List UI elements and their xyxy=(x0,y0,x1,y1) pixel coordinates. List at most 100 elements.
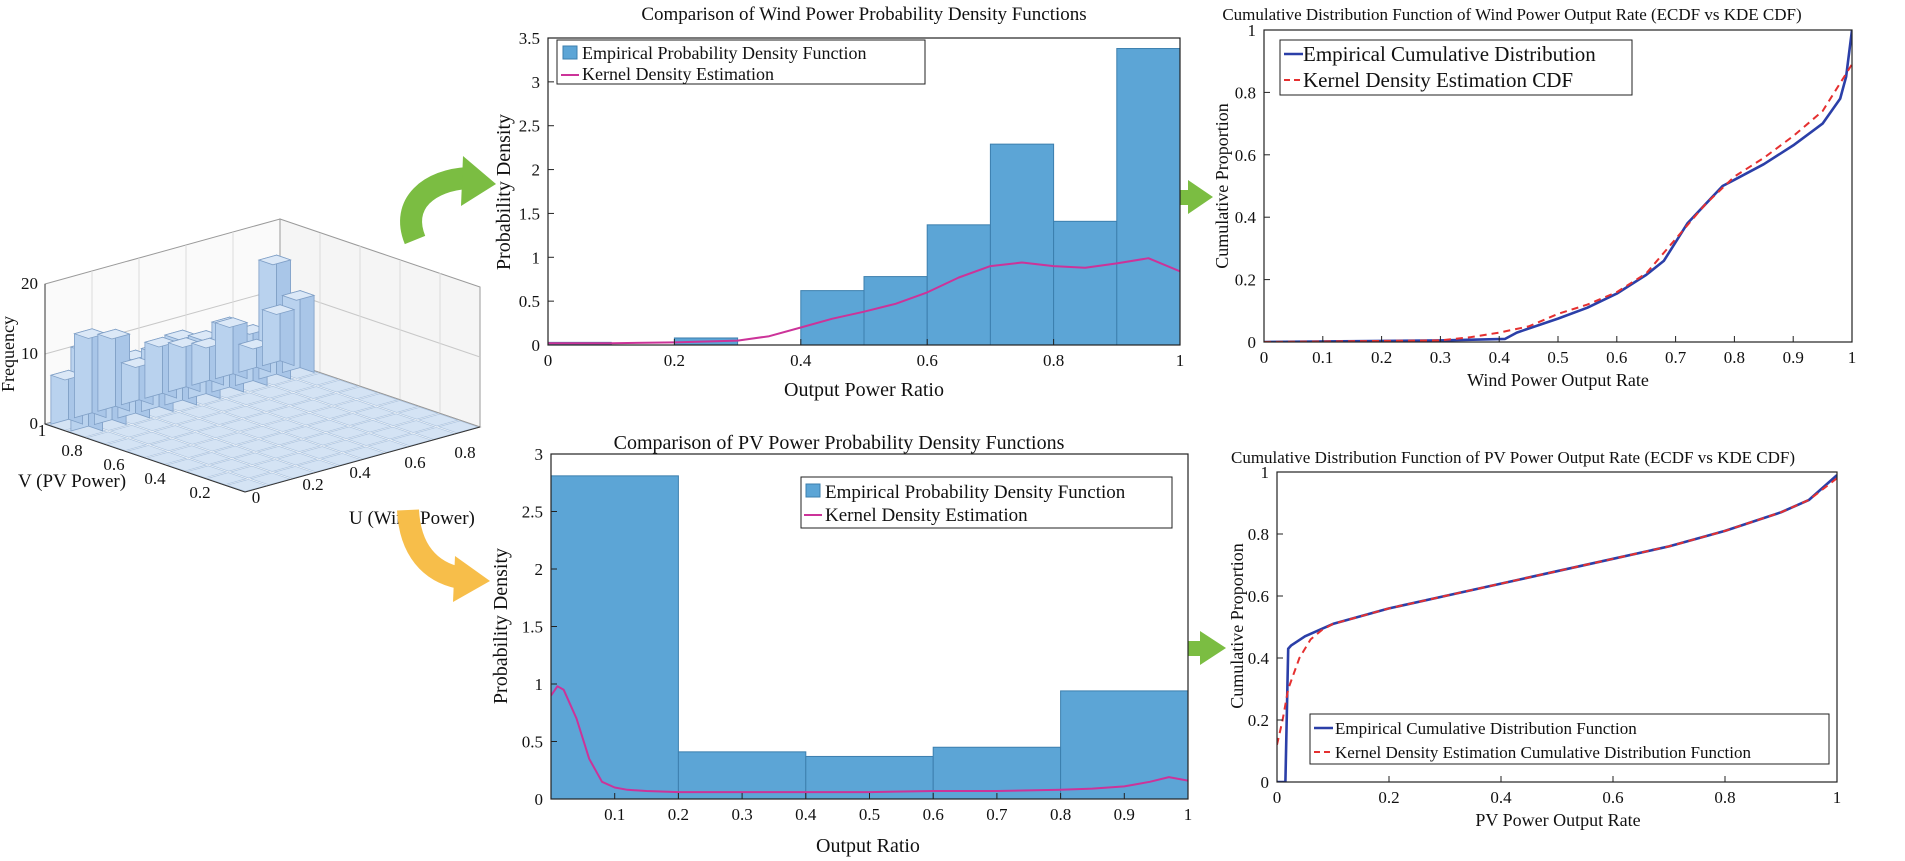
x-tick-label: 0.8 xyxy=(1050,805,1071,824)
uaxis-tick-label: 0.2 xyxy=(302,475,323,494)
y-axis: 0 0.5 1 1.5 2 2.5 3 3.5 xyxy=(519,29,554,355)
y-tick-label: 2 xyxy=(532,161,541,180)
y-tick-label: 3.5 xyxy=(519,29,540,48)
hist3d-floor-tile xyxy=(357,393,399,406)
vaxis-tick-label: 1 xyxy=(38,421,47,440)
uaxis-tick-label: 0.6 xyxy=(404,453,425,472)
hist3d-floor-tile xyxy=(193,438,235,452)
y-tick-label: 1.5 xyxy=(522,618,543,637)
hist3d-floor-tile xyxy=(337,386,379,400)
x-tick-label: 0.5 xyxy=(1547,348,1568,367)
y-axis: 0 0.2 0.4 0.6 0.8 1 xyxy=(1248,463,1283,792)
hist3d-floor-tile xyxy=(280,439,322,453)
hist3d-floor-tile xyxy=(347,433,389,446)
legend: Empirical Probability Density Function K… xyxy=(556,39,926,85)
uaxis-tick-label: 0 xyxy=(252,488,261,507)
hist3d-floor-tile xyxy=(129,431,171,445)
pv-pdf-chart: Comparison of PV Power Probability Densi… xyxy=(490,432,1192,857)
legend-swatch-bar xyxy=(562,45,578,60)
y-tick-label: 0.5 xyxy=(522,733,543,752)
hist3d-floor-tile xyxy=(176,418,218,432)
hist3d-floor-tile xyxy=(126,445,168,458)
x-axis: 0.1 0.2 0.3 0.4 0.5 0.6 0.7 0.8 0.9 1 xyxy=(604,793,1192,824)
x-tick-label: 0.1 xyxy=(604,805,625,824)
hist3d-floor-tile xyxy=(206,472,248,485)
x-tick-label: 0.2 xyxy=(1371,348,1392,367)
hist3d-floor-tile xyxy=(109,424,151,438)
histogram-bar xyxy=(926,224,991,346)
hist3d-floor-tile xyxy=(327,426,369,440)
y-tick-label: 0.6 xyxy=(1248,587,1269,606)
hist3d-floor-tile xyxy=(260,432,302,446)
hist3d-floor-tile xyxy=(314,393,356,406)
y-tick-label: 2.5 xyxy=(519,117,540,136)
hist3d-floor-tile xyxy=(153,425,195,438)
hist3d-floor-tile xyxy=(287,412,329,426)
hist3d-floor-tile xyxy=(350,419,392,433)
x-axis: 0 0.2 0.4 0.6 0.8 1 xyxy=(1273,776,1841,807)
legend-label: Empirical Probability Density Function xyxy=(582,43,866,63)
hist3d-floor-tile xyxy=(146,451,188,465)
y-axis: 0 0.5 1 1.5 2 2.5 3 xyxy=(522,445,557,809)
y-tick-label: 0.6 xyxy=(1235,146,1256,165)
x-axis-label: Output Power Ratio xyxy=(784,379,944,401)
histogram-bar xyxy=(1053,220,1118,346)
hist3d-floor-tile xyxy=(250,385,292,399)
x-tick-label: 0.3 xyxy=(731,805,752,824)
hist3d-floor-tile xyxy=(240,425,282,439)
x-tick-label: 0.5 xyxy=(859,805,880,824)
histogram-bar xyxy=(863,276,928,346)
x-tick-label: 0.2 xyxy=(664,351,685,370)
hist3d-floor-tile xyxy=(367,440,409,453)
y-tick-label: 0 xyxy=(535,790,544,809)
y-tick-label: 0.4 xyxy=(1248,649,1270,668)
hist3d-floor-tile xyxy=(267,406,309,419)
y-tick-label: 2.5 xyxy=(522,503,543,522)
y-axis-label: Probability Density xyxy=(490,548,512,704)
legend-label: Empirical Cumulative Distribution Functi… xyxy=(1335,719,1637,738)
x-tick-label: 0.4 xyxy=(790,351,812,370)
vaxis-label: V (PV Power) xyxy=(18,471,126,492)
y-tick-label: 0 xyxy=(1261,773,1270,792)
y-axis-label: Cumulative Proportion xyxy=(1212,103,1232,269)
legend-label: Kernel Density Estimation CDF xyxy=(1303,68,1573,92)
series-line xyxy=(551,685,1188,794)
series-line xyxy=(1264,63,1852,342)
y-tick-label: 2 xyxy=(535,560,544,579)
hist3d-chart: 0 10 20 1 0.8 0.6 0.4 0.2 0 0.2 0.4 0.6 … xyxy=(0,218,482,529)
x-tick-label: 0.8 xyxy=(1043,351,1064,370)
hist3d-floor-tile xyxy=(196,425,238,439)
x-tick-label: 0.2 xyxy=(668,805,689,824)
histogram-bar xyxy=(989,143,1055,346)
wind-cdf-chart: Cumulative Distribution Function of Wind… xyxy=(1212,5,1856,390)
hist3d-bar xyxy=(261,304,296,367)
legend-label: Kernel Density Estimation Cumulative Dis… xyxy=(1335,743,1751,762)
y-tick-label: 0.5 xyxy=(519,292,540,311)
y-tick-label: 0.2 xyxy=(1235,271,1256,290)
hist3d-floor-tile xyxy=(169,445,211,458)
hist3d-floor-tile xyxy=(226,479,268,492)
zaxis-tick-label: 0 xyxy=(30,414,39,433)
series-lines xyxy=(551,685,1188,794)
hist3d-floor-tile xyxy=(247,399,289,412)
x-tick-label: 0.6 xyxy=(1606,348,1627,367)
hist3d-floor-tile xyxy=(274,379,316,393)
hist3d-floor-tile xyxy=(276,452,318,466)
hist3d-floor-tile xyxy=(156,411,198,425)
hist3d-floor-tile xyxy=(186,465,228,479)
legend-swatch-bar xyxy=(805,483,821,498)
x-tick-label: 0.8 xyxy=(1714,788,1735,807)
histogram-bar xyxy=(1060,690,1189,800)
hist3d-floor-tile xyxy=(317,379,359,393)
hist3d-floor-tile xyxy=(273,466,315,479)
x-tick-label: 0 xyxy=(1273,788,1282,807)
hist3d-axes: 0 10 20 1 0.8 0.6 0.4 0.2 0 0.2 0.4 0.6 … xyxy=(0,274,481,529)
y-tick-label: 1 xyxy=(1248,21,1257,40)
x-tick-label: 1 xyxy=(1184,805,1193,824)
hist3d-floor-tile xyxy=(303,432,345,446)
x-axis: 0 0.1 0.2 0.3 0.4 0.5 0.6 0.7 0.8 0.9 1 xyxy=(1260,336,1856,367)
hist3d-floor-tile xyxy=(249,472,291,486)
series-lines xyxy=(1264,30,1852,342)
y-axis-label: Probability Density xyxy=(493,114,515,270)
